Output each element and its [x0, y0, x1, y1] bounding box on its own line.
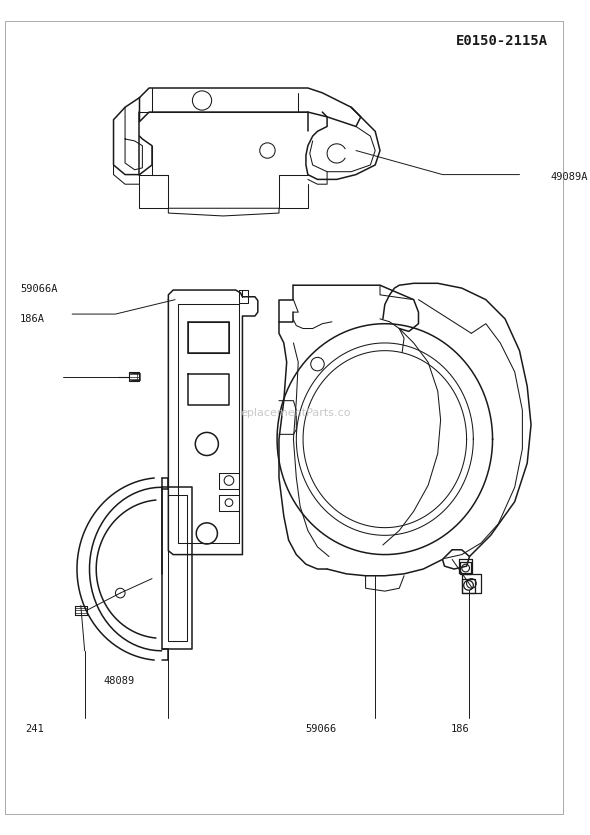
Text: 49089A: 49089A: [550, 171, 588, 181]
Text: 241: 241: [25, 724, 44, 734]
Text: E0150-2115A: E0150-2115A: [455, 33, 548, 48]
Text: 59066A: 59066A: [20, 284, 57, 294]
Text: 186: 186: [450, 724, 469, 734]
Text: 48089: 48089: [104, 676, 135, 686]
Text: eplacementParts.co: eplacementParts.co: [240, 408, 350, 418]
Text: 186A: 186A: [20, 315, 45, 325]
Text: 59066: 59066: [305, 724, 336, 734]
